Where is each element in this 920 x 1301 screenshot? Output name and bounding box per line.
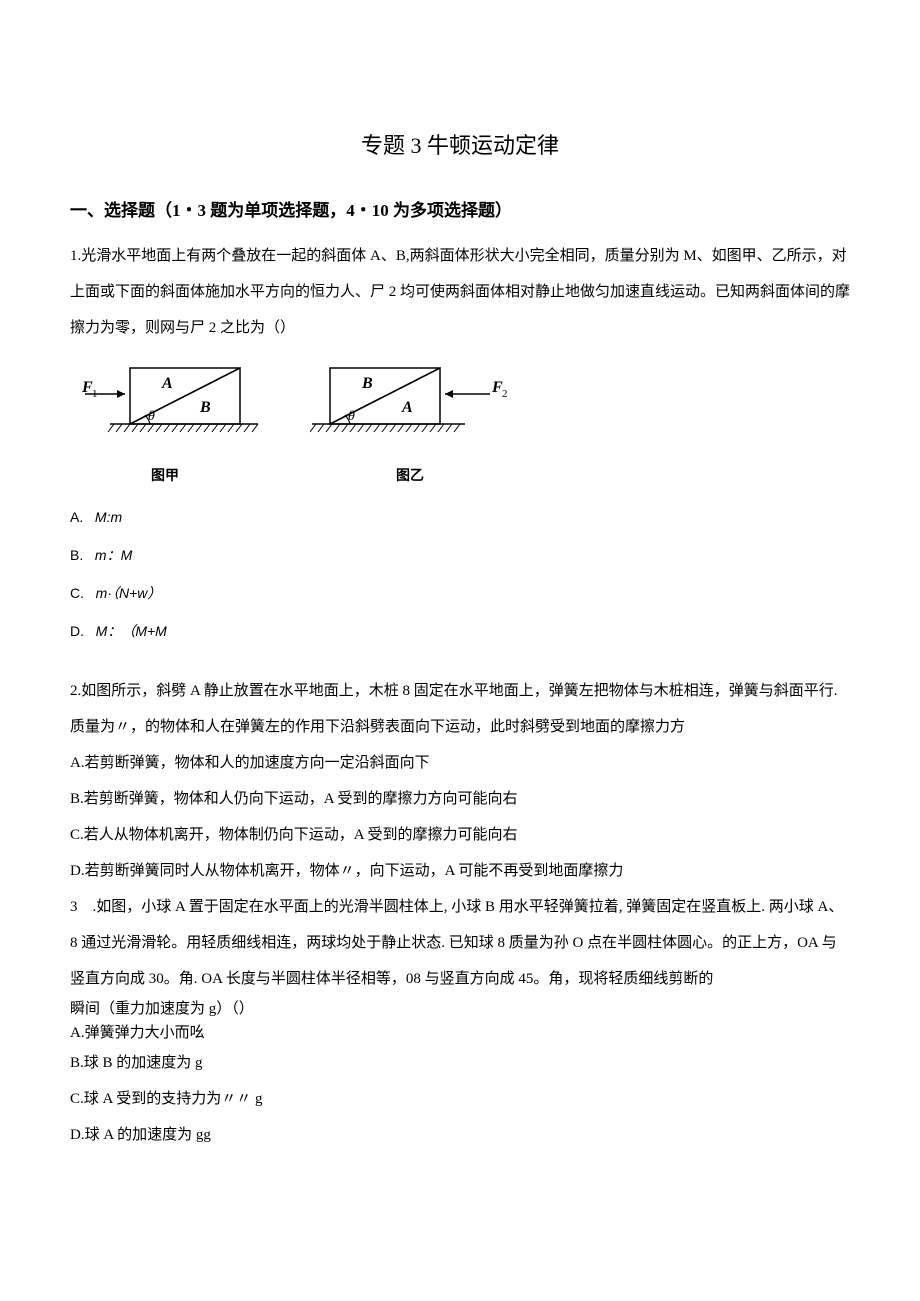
figure-1-svg: F 1 A B θ xyxy=(70,354,260,444)
q2-option-c: C.若人从物体机离开，物体制仍向下运动，A 受到的摩擦力可能向右 xyxy=(70,817,850,853)
q2-option-b: B.若剪断弹簧，物体和人仍向下运动，A 受到的摩擦力方向可能向右 xyxy=(70,781,850,817)
q3-stem-1: 3 .如图，小球 A 置于固定在水平面上的光滑半圆柱体上, 小球 B 用水平轻弹… xyxy=(70,889,850,997)
svg-text:1: 1 xyxy=(92,388,98,400)
q3-option-d: D.球 A 的加速度为 gg xyxy=(70,1117,850,1153)
figure-2-caption: 图乙 xyxy=(310,460,510,494)
q3-option-b: B.球 B 的加速度为 g xyxy=(70,1045,850,1081)
svg-text:B: B xyxy=(361,375,373,392)
svg-text:A: A xyxy=(401,399,413,416)
q1-option-c: C. m·（N+w） xyxy=(70,579,850,607)
figure-1: F 1 A B θ 图甲 xyxy=(70,354,260,494)
svg-text:θ: θ xyxy=(348,409,355,424)
q3-option-c: C.球 A 受到的支持力为〃〃 g xyxy=(70,1081,850,1117)
q1-option-b: B. m：M xyxy=(70,541,850,569)
figure-1-caption: 图甲 xyxy=(70,460,260,494)
svg-text:θ: θ xyxy=(148,409,155,424)
q2-stem: 2.如图所示，斜劈 A 静止放置在水平地面上，木桩 8 固定在水平地面上，弹簧左… xyxy=(70,673,850,745)
q1-option-d: D. M：（M+M xyxy=(70,617,850,645)
q2-option-d: D.若剪断弹簧同时人从物体机离开，物体〃，向下运动，A 可能不再受到地面摩擦力 xyxy=(70,853,850,889)
svg-text:A: A xyxy=(161,375,173,392)
figure-2: F 2 B A θ 图乙 xyxy=(310,354,510,494)
q2-option-a: A.若剪断弹簧，物体和人的加速度方向一定沿斜面向下 xyxy=(70,745,850,781)
svg-text:B: B xyxy=(199,399,211,416)
q1-stem: 1.光滑水平地面上有两个叠放在一起的斜面体 A、B,两斜面体形状大小完全相同，质… xyxy=(70,238,850,346)
q3-stem-2: 瞬间（重力加速度为 g）（） xyxy=(70,997,850,1021)
figure-2-svg: F 2 B A θ xyxy=(310,354,510,444)
q3-option-a: A.弹簧弹力大小而吆 xyxy=(70,1021,850,1045)
svg-text:2: 2 xyxy=(502,388,508,400)
q1-figures: F 1 A B θ 图甲 xyxy=(70,354,850,494)
section-header: 一、选择题（1・3 题为单项选择题，4・10 为多项选择题） xyxy=(70,191,850,232)
q1-option-a: A. M:m xyxy=(70,503,850,531)
page-title: 专题 3 牛顿运动定律 xyxy=(70,120,850,173)
